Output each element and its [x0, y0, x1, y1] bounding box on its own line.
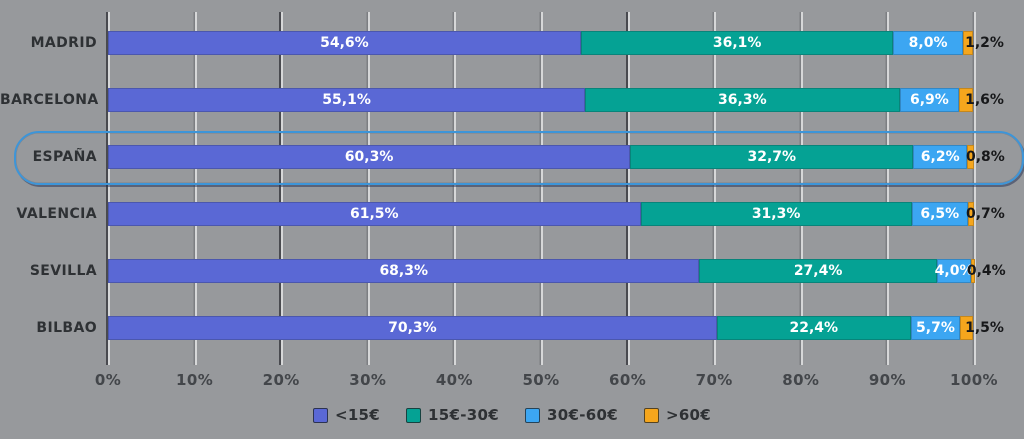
segment-value-label: 32,7% [747, 149, 797, 165]
segment-value-label: 55,1% [322, 92, 371, 108]
bar-segment [967, 145, 974, 169]
segment-value-label: 5,7% [916, 320, 955, 336]
x-tick-label-50%: 50% [522, 371, 560, 389]
category-label-bilbao: BILBAO [36, 320, 97, 336]
x-tick-label-90%: 90% [868, 371, 906, 389]
segment-value-label: 31,3% [751, 206, 801, 222]
x-tick-label-20%: 20% [262, 371, 300, 389]
bar-segment [962, 31, 974, 55]
bar-segment: 55,1% [108, 88, 586, 112]
legend-item: 30€-60€ [525, 406, 618, 424]
legend-label: <15€ [334, 406, 381, 424]
segment-value-label: 6,2% [920, 149, 960, 165]
bar-segment [967, 202, 974, 226]
segment-value-label: 22,4% [789, 320, 839, 336]
x-tick-label-30%: 30% [349, 371, 387, 389]
segment-value-label: 4,0% [934, 263, 974, 279]
x-tick-label-80%: 80% [782, 371, 820, 389]
x-tick-label-70%: 70% [695, 371, 733, 389]
legend-item: <15€ [312, 406, 381, 424]
bar-segment: 70,3% [108, 316, 717, 340]
bar-segment: 68,3% [108, 259, 700, 283]
bar-row-madrid: 54,6% 36,1% 8,0% [108, 31, 974, 55]
segment-value-label: 68,3% [379, 263, 429, 279]
gridline-20% [281, 12, 284, 365]
bar-segment: 5,7% [910, 316, 961, 340]
category-label-madrid: MADRID [30, 35, 97, 51]
bar-segment: 8,0% [893, 31, 963, 55]
segment-value-label: 36,1% [712, 35, 762, 51]
gridline-70% [714, 12, 717, 365]
outside-value-label: 1,5% [965, 320, 1004, 336]
bar-row-valencia: 61,5% 31,3% 6,5% [108, 202, 974, 226]
gridline-80% [800, 12, 803, 365]
segment-value-label: 6,5% [920, 206, 960, 222]
segment-value-label: 6,9% [909, 92, 949, 108]
gridline-60% [627, 12, 630, 365]
segment-value-label: 60,3% [344, 149, 394, 165]
bar-segment: 27,4% [699, 259, 937, 283]
bar-segment: 36,1% [580, 31, 894, 55]
x-tick-label-10%: 10% [176, 371, 214, 389]
outside-value-label: 1,2% [965, 35, 1004, 51]
gridline-30% [367, 12, 370, 365]
x-tick-label-100%: 100% [950, 371, 998, 389]
segment-value-label: 70,3% [388, 320, 437, 336]
segment-value-label: 61,5% [350, 206, 399, 222]
gridline-10% [194, 12, 197, 365]
bar-segment [960, 316, 974, 340]
gridline-40% [454, 12, 457, 365]
outside-value-label: 0,7% [966, 206, 1005, 222]
segment-value-label: 27,4% [793, 263, 843, 279]
bar-row-españa: 60,3% 32,7% 6,2% [108, 145, 974, 169]
outside-value-label: 0,4% [966, 263, 1006, 279]
legend-item: 15€-30€ [406, 406, 499, 424]
bar-segment [959, 88, 974, 112]
outside-value-label: 1,6% [965, 92, 1004, 108]
category-label-españa: ESPAÑA [32, 149, 97, 165]
bar-segment: 6,2% [913, 145, 968, 169]
gridline-0% [108, 12, 110, 365]
bar-row-sevilla: 68,3% 27,4% 4,0% [108, 259, 975, 283]
bar-segment: 31,3% [640, 202, 912, 226]
legend-swatch-icon [643, 407, 659, 423]
bar-segment: 22,4% [716, 316, 911, 340]
legend-label: 15€-30€ [428, 406, 499, 424]
bar-segment [971, 259, 975, 283]
bar-row-bilbao: 70,3% 22,4% 5,7% [108, 316, 974, 340]
legend-item: >60€ [643, 406, 712, 424]
legend-swatch-icon [525, 407, 540, 423]
gridline-50% [541, 12, 543, 365]
category-label-valencia: VALENCIA [16, 206, 97, 222]
bar-segment: 61,5% [108, 202, 641, 226]
bar-segment: 54,6% [108, 31, 581, 55]
bar-row-barcelona: 55,1% 36,3% 6,9% [108, 88, 974, 112]
segment-value-label: 54,6% [320, 35, 369, 51]
legend: <15€ 15€-30€ 30€-60€ >60€ [0, 403, 1024, 427]
gridline-90% [887, 12, 890, 365]
bar-segment: 4,0% [934, 259, 974, 283]
bar-segment: 36,3% [585, 88, 900, 112]
legend-swatch-icon [406, 407, 422, 423]
outside-value-label: 0,8% [966, 149, 1005, 165]
bar-segment: 6,9% [899, 88, 960, 112]
category-label-barcelona: BARCELONA [0, 92, 99, 108]
bar-segment: 60,3% [108, 145, 631, 169]
x-tick-label-40%: 40% [435, 371, 473, 389]
legend-swatch-icon [312, 407, 328, 423]
category-label-sevilla: SEVILLA [29, 263, 97, 279]
gridline-100% [974, 12, 976, 365]
bar-segment: 32,7% [630, 145, 914, 169]
segment-value-label: 8,0% [908, 35, 948, 51]
segment-value-label: 36,3% [718, 92, 767, 108]
legend-label: 30€-60€ [547, 406, 618, 424]
x-tick-label-60%: 60% [609, 371, 647, 389]
x-tick-label-0%: 0% [94, 371, 122, 389]
bar-segment: 6,5% [911, 202, 968, 226]
legend-label: >60€ [665, 406, 712, 424]
